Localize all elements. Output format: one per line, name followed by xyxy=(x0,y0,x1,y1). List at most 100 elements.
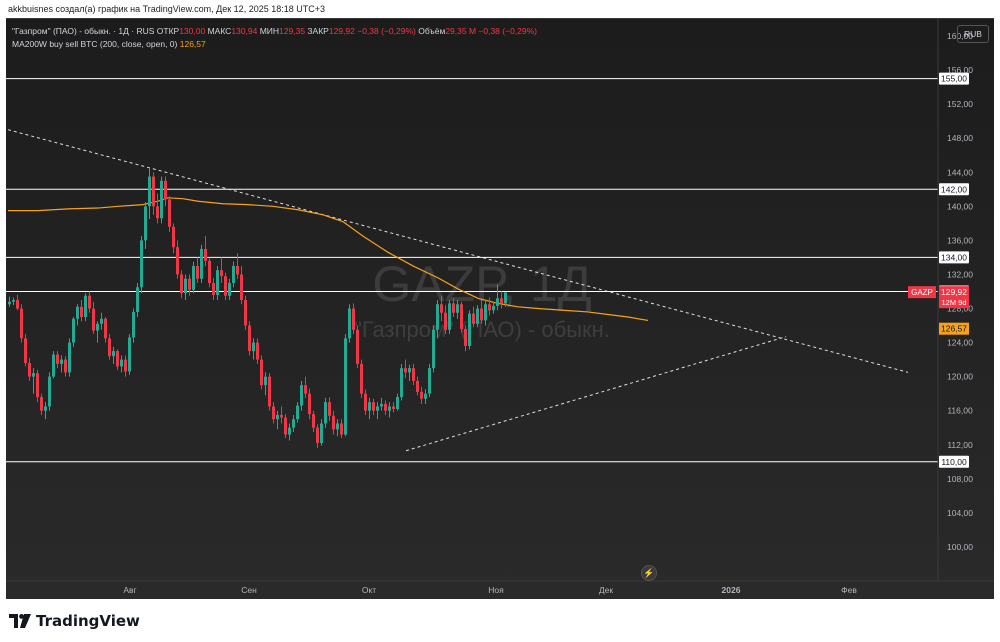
candle-body xyxy=(440,304,443,313)
x-tick-label: Дек xyxy=(599,585,613,595)
candle-body xyxy=(432,329,435,369)
candle-body xyxy=(32,373,35,377)
candle xyxy=(64,356,67,377)
candle-body xyxy=(488,304,491,311)
candle xyxy=(172,223,175,254)
candle xyxy=(16,294,19,311)
candle-body xyxy=(264,376,267,386)
currency-button[interactable]: RUB xyxy=(957,25,989,43)
candle xyxy=(156,193,159,224)
candle-body xyxy=(316,427,319,444)
candle-body xyxy=(256,342,259,360)
candle xyxy=(504,292,507,307)
candle xyxy=(256,338,259,364)
candle-body xyxy=(420,391,423,399)
candle-body xyxy=(116,351,119,367)
candle xyxy=(20,304,23,343)
candle xyxy=(272,402,275,424)
candle-body xyxy=(132,311,135,338)
badge-symbol: GAZP xyxy=(911,288,933,297)
candle-body xyxy=(484,304,487,321)
trendline xyxy=(7,129,909,373)
candle xyxy=(284,414,287,438)
chart-frame[interactable]: GAZP, 1Д "Газпром" (ПАО) - обыкн. 155,00… xyxy=(6,18,994,599)
candle-body xyxy=(452,303,455,313)
chart-canvas[interactable]: GAZP, 1Д "Газпром" (ПАО) - обыкн. 155,00… xyxy=(6,19,994,599)
candle xyxy=(88,291,91,313)
candle-body xyxy=(44,406,47,411)
candle xyxy=(268,373,271,411)
candle-body xyxy=(16,300,19,309)
candle-body xyxy=(300,385,303,406)
y-tick-label: 144,00 xyxy=(947,167,973,177)
candle xyxy=(288,423,291,441)
candle-body xyxy=(292,419,295,428)
candle-body xyxy=(244,300,247,326)
candle-body xyxy=(344,338,347,435)
candle-body xyxy=(196,265,199,279)
candle xyxy=(224,272,227,300)
candle-body xyxy=(160,180,163,219)
ma-line xyxy=(8,197,649,322)
candle xyxy=(48,372,51,411)
candle xyxy=(476,305,479,328)
candle-body xyxy=(224,276,227,296)
candle-body xyxy=(60,359,63,364)
legend-close-value: 129,92 xyxy=(328,26,355,36)
candle-body xyxy=(216,270,219,295)
time-axis[interactable]: Авг Сен Окт Ноя Дек 2026 Фев xyxy=(6,580,994,595)
candle-body xyxy=(448,303,451,330)
candle-body xyxy=(52,354,55,377)
candle xyxy=(396,393,399,411)
candle-body xyxy=(176,247,179,275)
legend-symbol[interactable]: "Газпром" (ПАО) - обыкн. · 1Д · RUS xyxy=(12,26,155,36)
candle-body xyxy=(272,406,275,420)
badge-countdown: 12M 9d xyxy=(941,298,966,307)
candle-body xyxy=(28,363,31,377)
candle-body xyxy=(168,199,171,227)
candle xyxy=(416,376,419,396)
candle xyxy=(24,334,27,367)
candle-body xyxy=(84,295,87,318)
candle-body xyxy=(212,282,215,295)
candle-body xyxy=(504,292,507,304)
candle xyxy=(300,380,303,411)
candle-body xyxy=(472,313,475,324)
candle xyxy=(176,240,179,279)
candle xyxy=(400,363,403,401)
candle xyxy=(296,402,299,423)
candle xyxy=(120,355,123,373)
candle-body xyxy=(480,308,483,321)
candle xyxy=(52,351,55,379)
candle xyxy=(364,389,367,415)
candle xyxy=(444,305,447,335)
badge-ma-box xyxy=(939,322,969,335)
candle xyxy=(112,346,115,364)
candle-body xyxy=(352,308,355,330)
candle xyxy=(208,257,211,288)
candle-body xyxy=(392,406,395,409)
lightning-icon[interactable]: ⚡ xyxy=(641,565,657,581)
candle xyxy=(92,301,95,335)
candle-body xyxy=(64,359,67,373)
legend-open-value: 130,00 xyxy=(179,26,206,36)
level-label-box xyxy=(939,183,969,196)
candle xyxy=(60,355,63,373)
candle-body xyxy=(260,359,263,386)
legend-low-value: 129,35 xyxy=(279,26,306,36)
candle xyxy=(192,261,195,294)
level-label-box xyxy=(939,455,969,468)
candle xyxy=(480,300,483,324)
candle-body xyxy=(372,402,375,411)
candle xyxy=(372,398,375,415)
candle xyxy=(352,303,355,335)
legend-indicator-value: 126,57 xyxy=(179,39,206,49)
tradingview-logo: TradingView xyxy=(9,612,140,630)
legend-indicator[interactable]: MA200W buy sell BTC (200, close, open, 0… xyxy=(12,39,178,49)
badge-price-box xyxy=(939,286,969,309)
candle xyxy=(212,277,215,300)
price-axis[interactable]: 100,00 104,00 108,00 112,00 116,00 120,00 124,… xyxy=(937,19,973,581)
candle-body xyxy=(112,351,115,357)
candle-body xyxy=(120,359,123,367)
y-tick-label: 136,00 xyxy=(947,235,973,245)
